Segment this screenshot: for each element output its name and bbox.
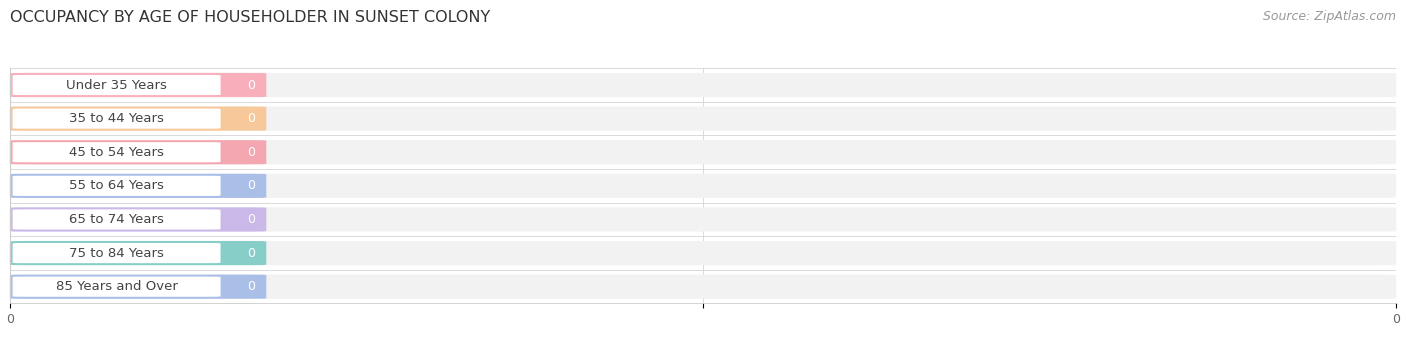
Text: 0: 0 (247, 280, 256, 293)
FancyBboxPatch shape (13, 277, 221, 297)
FancyBboxPatch shape (10, 241, 266, 265)
Text: 55 to 64 Years: 55 to 64 Years (69, 179, 165, 192)
Text: 0: 0 (247, 146, 256, 159)
FancyBboxPatch shape (10, 106, 1396, 131)
Text: 65 to 74 Years: 65 to 74 Years (69, 213, 165, 226)
Text: 75 to 84 Years: 75 to 84 Years (69, 247, 165, 260)
FancyBboxPatch shape (13, 108, 221, 129)
FancyBboxPatch shape (10, 241, 1396, 265)
Text: Source: ZipAtlas.com: Source: ZipAtlas.com (1263, 10, 1396, 23)
FancyBboxPatch shape (10, 174, 1396, 198)
Text: 0: 0 (247, 112, 256, 125)
Text: 85 Years and Over: 85 Years and Over (56, 280, 177, 293)
FancyBboxPatch shape (13, 176, 221, 196)
FancyBboxPatch shape (10, 207, 1396, 232)
Text: 45 to 54 Years: 45 to 54 Years (69, 146, 165, 159)
FancyBboxPatch shape (10, 73, 1396, 97)
FancyBboxPatch shape (13, 142, 221, 162)
FancyBboxPatch shape (10, 106, 266, 131)
Text: 0: 0 (247, 179, 256, 192)
FancyBboxPatch shape (10, 275, 266, 299)
FancyBboxPatch shape (13, 243, 221, 263)
Text: 35 to 44 Years: 35 to 44 Years (69, 112, 165, 125)
FancyBboxPatch shape (10, 174, 266, 198)
FancyBboxPatch shape (10, 140, 266, 164)
FancyBboxPatch shape (10, 207, 266, 232)
FancyBboxPatch shape (13, 75, 221, 95)
Text: Under 35 Years: Under 35 Years (66, 78, 167, 91)
Text: 0: 0 (247, 213, 256, 226)
Text: 0: 0 (247, 78, 256, 91)
FancyBboxPatch shape (10, 73, 266, 97)
Text: 0: 0 (247, 247, 256, 260)
FancyBboxPatch shape (10, 275, 1396, 299)
Text: OCCUPANCY BY AGE OF HOUSEHOLDER IN SUNSET COLONY: OCCUPANCY BY AGE OF HOUSEHOLDER IN SUNSE… (10, 10, 491, 25)
FancyBboxPatch shape (10, 140, 1396, 164)
FancyBboxPatch shape (13, 209, 221, 229)
